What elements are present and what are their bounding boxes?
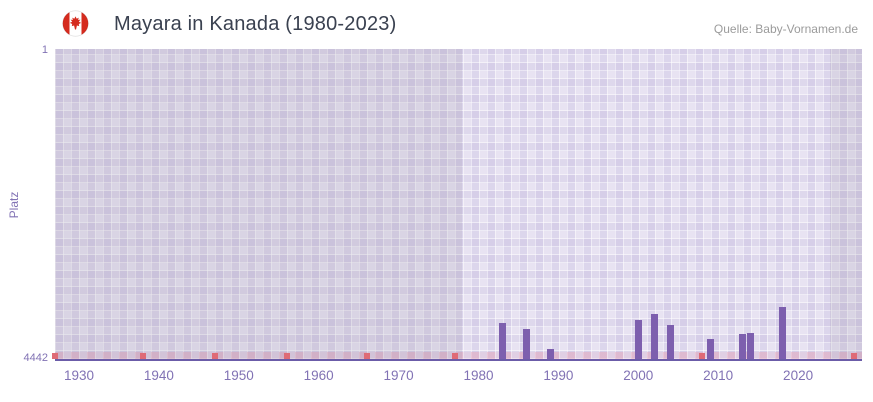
bar-2018 xyxy=(778,307,786,359)
x-tick-label-1940: 1940 xyxy=(143,368,174,383)
low-rank-mark-1977 xyxy=(451,353,458,359)
low-rank-mark-1938 xyxy=(139,353,146,359)
low-rank-mark-1956 xyxy=(283,353,290,359)
plot-area xyxy=(52,49,862,361)
low-rank-mark-1947 xyxy=(211,353,218,359)
bar-1986 xyxy=(522,328,530,359)
x-tick-label-1980: 1980 xyxy=(463,368,494,383)
bar-2000 xyxy=(634,319,642,359)
x-tick-label-2020: 2020 xyxy=(783,368,814,383)
x-tick-label-1930: 1930 xyxy=(63,368,94,383)
y-axis-title: Platz xyxy=(7,191,21,219)
canada-flag-icon xyxy=(62,10,89,37)
low-rank-strip xyxy=(55,352,862,359)
bar-2009 xyxy=(706,338,714,359)
pre-range-shade xyxy=(55,49,463,359)
x-axis-labels: 1930 1940 1950 1960 1970 1980 1990 2000 2010 2020 xyxy=(55,368,862,388)
bar-2002 xyxy=(650,314,658,359)
low-rank-mark-2008 xyxy=(699,353,706,359)
y-tick-min: 4442 xyxy=(23,352,48,364)
source-attribution: Quelle: Baby-Vornamen.de xyxy=(713,22,858,36)
low-rank-mark-1927 xyxy=(52,353,58,359)
y-tick-max: 1 xyxy=(41,44,48,56)
x-tick-label-1950: 1950 xyxy=(223,368,254,383)
low-rank-mark-1966 xyxy=(363,353,370,359)
x-tick-label-1960: 1960 xyxy=(303,368,334,383)
x-tick-label-1990: 1990 xyxy=(543,368,574,383)
bar-1983 xyxy=(498,323,506,359)
post-range-shade xyxy=(830,49,862,359)
low-rank-mark-2027 xyxy=(851,353,857,359)
bar-1989 xyxy=(546,349,554,359)
bar-2013 xyxy=(738,333,746,359)
x-tick-label-2000: 2000 xyxy=(623,368,654,383)
bar-2004 xyxy=(666,325,674,359)
x-tick-label-1970: 1970 xyxy=(383,368,414,383)
x-tick-label-2010: 2010 xyxy=(703,368,734,383)
bar-2014 xyxy=(746,333,754,359)
chart-title: Mayara in Kanada (1980-2023) xyxy=(114,13,397,35)
